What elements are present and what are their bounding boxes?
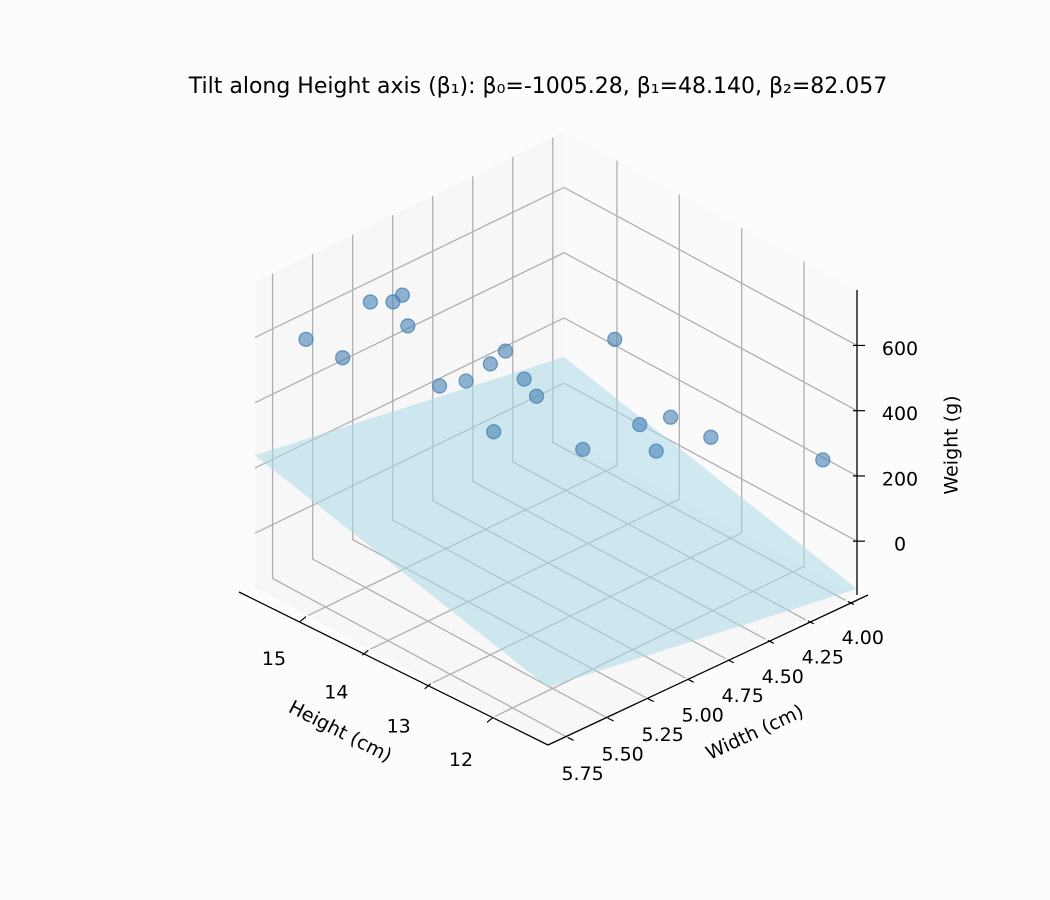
z-tick-label: 400 <box>882 403 918 425</box>
x-tick <box>299 616 307 623</box>
x-tick-label: 14 <box>324 682 348 704</box>
data-point <box>815 452 831 468</box>
pane-right <box>564 132 857 595</box>
data-point <box>335 350 351 366</box>
x-axis-line <box>238 591 549 746</box>
y-tick-label: 5.75 <box>561 763 603 785</box>
y-tick-label: 4.75 <box>722 685 764 707</box>
data-point <box>362 294 378 310</box>
grid-line <box>311 254 606 718</box>
data-point <box>703 429 719 445</box>
grid-line <box>254 317 858 477</box>
x-tick-label: 15 <box>262 648 286 670</box>
y-tick <box>687 678 694 683</box>
y-tick-label: 4.25 <box>802 646 844 668</box>
z-axis-label: Weight (g) <box>941 395 963 494</box>
data-point <box>486 424 502 440</box>
z-tick-label: 600 <box>882 338 918 360</box>
chart-title: Tilt along Height axis (β₁): β₀=-1005.28… <box>188 74 888 99</box>
grid-line <box>271 273 566 738</box>
data-point <box>497 343 514 359</box>
y-tick <box>647 698 654 703</box>
data-point <box>516 371 532 387</box>
data-point <box>632 416 648 433</box>
y-tick <box>567 736 574 741</box>
y-tick <box>847 600 855 605</box>
data-point <box>458 373 474 389</box>
y-tick-label: 5.25 <box>642 724 684 746</box>
data-point <box>482 356 498 372</box>
x-tick <box>361 649 369 656</box>
z-tick-label: 200 <box>882 468 918 490</box>
y-tick <box>807 620 815 625</box>
y-tick-label: 5.00 <box>682 705 724 727</box>
x-tick <box>424 683 432 690</box>
fit-plane <box>255 357 857 688</box>
data-point <box>400 318 416 334</box>
x-tick-label: 12 <box>449 749 473 771</box>
y-tick <box>607 717 614 722</box>
y-tick <box>727 659 734 664</box>
data-point <box>575 441 591 458</box>
data-point <box>394 287 411 303</box>
y-tick-label: 5.50 <box>601 744 643 766</box>
y-axis-line <box>547 594 869 746</box>
data-point <box>648 443 664 459</box>
x-tick-label: 13 <box>387 715 411 737</box>
y-tick <box>767 639 775 644</box>
data-point <box>431 378 448 394</box>
data-point <box>607 331 623 347</box>
grid-line <box>254 186 858 347</box>
x-tick <box>486 716 494 723</box>
data-point <box>528 388 545 404</box>
data-point <box>662 409 679 425</box>
data-point <box>298 331 314 347</box>
y-tick-label: 4.00 <box>842 627 884 649</box>
z-tick-label: 0 <box>894 534 906 556</box>
grid-line <box>254 251 858 412</box>
y-tick-label: 4.50 <box>762 666 804 688</box>
